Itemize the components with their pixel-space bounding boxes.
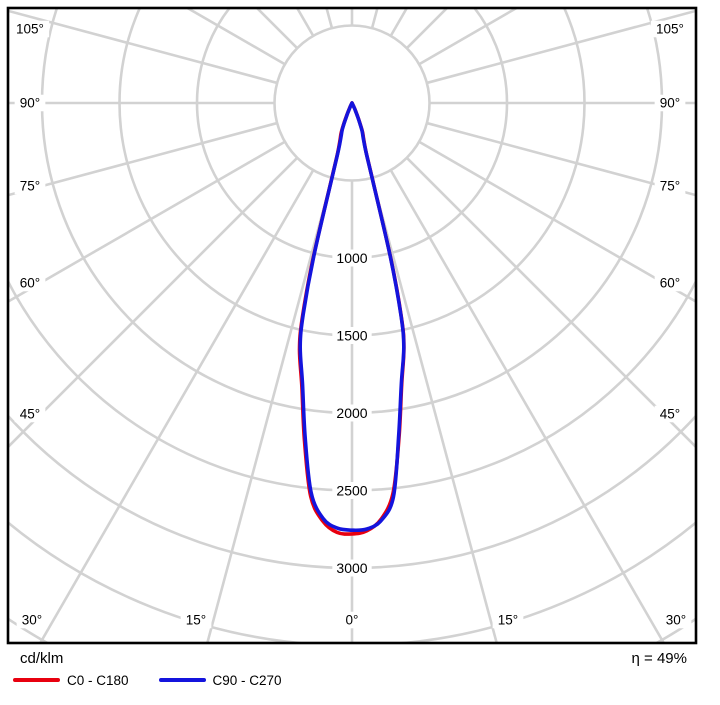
svg-text:60°: 60°: [660, 276, 680, 291]
svg-text:15°: 15°: [186, 613, 206, 628]
svg-text:30°: 30°: [666, 613, 686, 628]
chart-border: [6, 6, 698, 645]
svg-text:45°: 45°: [660, 407, 680, 422]
svg-text:3000: 3000: [336, 560, 367, 576]
legend: C0 - C180 C90 - C270: [13, 671, 312, 689]
svg-text:90°: 90°: [20, 96, 40, 111]
legend-swatch-c0-c180: [13, 678, 60, 682]
svg-text:75°: 75°: [660, 179, 680, 194]
svg-text:30°: 30°: [22, 613, 42, 628]
svg-text:1500: 1500: [336, 328, 367, 344]
svg-text:1000: 1000: [336, 250, 367, 266]
svg-text:90°: 90°: [660, 96, 680, 111]
legend-swatch-c90-c270: [158, 678, 206, 682]
efficiency-label: η = 49%: [631, 650, 687, 667]
intensity-curves: [297, 101, 406, 536]
svg-text:0°: 0°: [346, 613, 359, 628]
legend-label-c0-c180: C0 - C180: [67, 672, 129, 688]
curve-c90-c270: [298, 101, 406, 533]
chart-labels: 1000 1500 2000 2500 3000 105° 90° 75° 60° 45° 105°…: [10, 20, 692, 629]
unit-label: cd/klm: [20, 650, 64, 667]
svg-text:105°: 105°: [656, 22, 684, 37]
svg-text:45°: 45°: [20, 407, 40, 422]
legend-label-c90-c270: C90 - C270: [212, 672, 282, 688]
svg-text:2000: 2000: [336, 405, 367, 421]
svg-text:75°: 75°: [20, 179, 40, 194]
svg-text:105°: 105°: [16, 22, 44, 37]
svg-text:15°: 15°: [498, 613, 518, 628]
svg-text:2500: 2500: [336, 483, 367, 499]
svg-text:60°: 60°: [20, 276, 40, 291]
